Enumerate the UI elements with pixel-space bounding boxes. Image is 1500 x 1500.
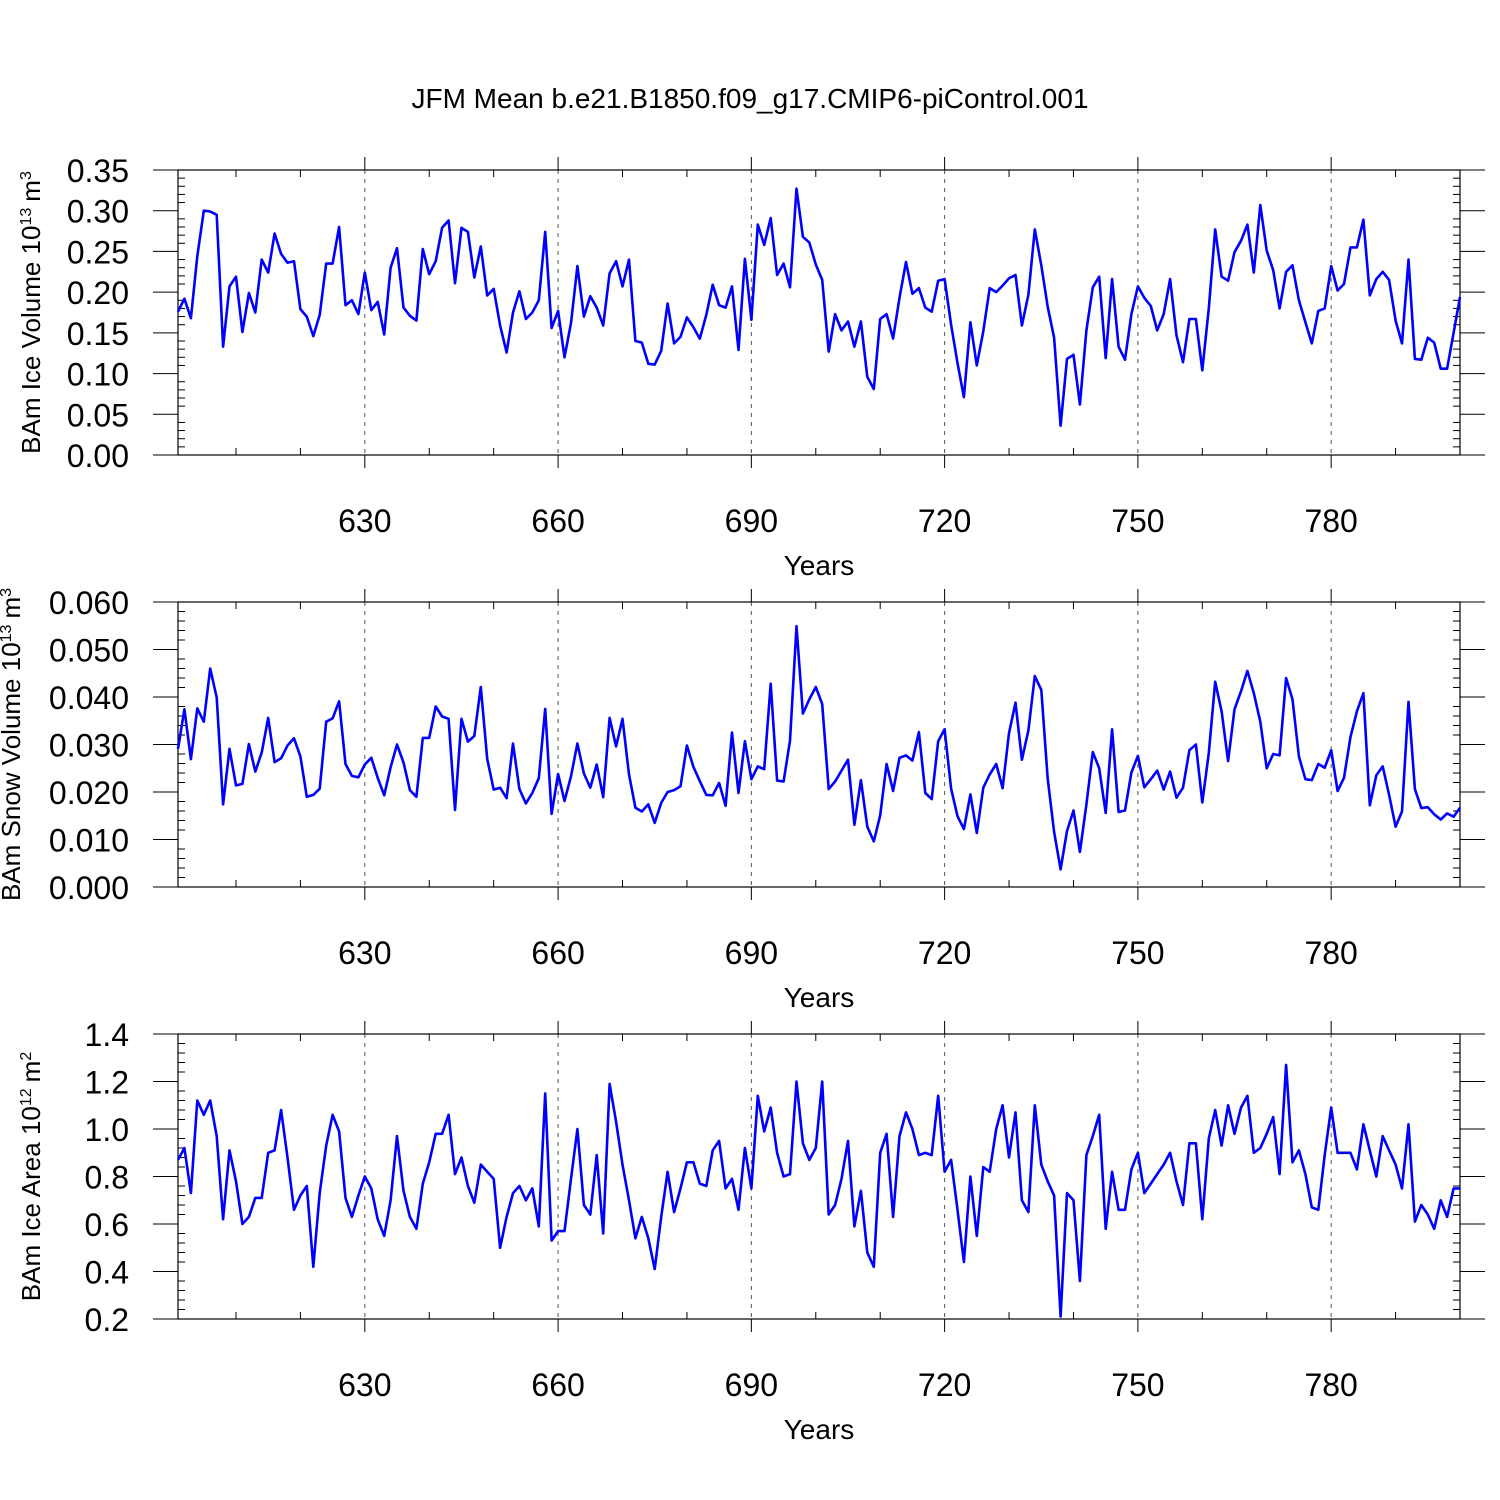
y-tick-label: 0.20 [67, 275, 129, 311]
data-series-line [176, 187, 1462, 428]
x-tick-label: 720 [918, 935, 971, 971]
y-tick-label: 0.10 [67, 357, 129, 393]
x-tick-label: 660 [531, 1367, 584, 1403]
y-tick-label: 1.4 [85, 1017, 129, 1053]
y-tick-label: 1.0 [85, 1112, 129, 1148]
y-label-text: BAm Ice Volume 10 [16, 226, 46, 454]
x-tick-label: 780 [1304, 1367, 1357, 1403]
y-axis-label: BAm Snow Volume 1013 m3 [0, 588, 26, 901]
x-tick-label: 750 [1111, 1367, 1164, 1403]
y-label-unit-exponent: 3 [18, 171, 35, 180]
x-tick-label: 630 [338, 503, 391, 539]
y-tick-label: 0.00 [67, 438, 129, 474]
x-tick-label: 720 [918, 1367, 971, 1403]
y-tick-label: 0.15 [67, 316, 129, 352]
y-label-unit: m [16, 180, 46, 202]
y-label-unit: m [16, 1061, 46, 1083]
x-tick-label: 630 [338, 935, 391, 971]
y-tick-label: 0.35 [67, 153, 129, 189]
y-label-unit-exponent: 2 [18, 1052, 35, 1061]
y-tick-label: 1.2 [85, 1065, 129, 1101]
plot-frame [177, 1033, 1461, 1320]
y-axis-label: BAm Ice Volume 1013 m3 [16, 171, 46, 454]
x-tick-label: 780 [1304, 503, 1357, 539]
y-label-exponent: 12 [18, 1088, 35, 1106]
x-tick-label: 690 [725, 503, 778, 539]
data-series-line [176, 1063, 1460, 1318]
chart-panel-1: 630 660 690 720 750 780 0.00 0.05 0.10 0.15 0.20 0.… [16, 153, 1485, 581]
x-tick-label: 690 [725, 935, 778, 971]
plot-frame [177, 169, 1461, 456]
x-axis-label: Years [784, 550, 855, 581]
y-tick-label: 0.020 [49, 775, 129, 811]
x-axis-label: Years [784, 1414, 855, 1445]
y-tick-label: 0.010 [49, 823, 129, 859]
y-label-exponent: 13 [18, 208, 35, 226]
chart-title: JFM Mean b.e21.B1850.f09_g17.CMIP6-piCon… [411, 83, 1088, 114]
x-tick-label: 720 [918, 503, 971, 539]
y-tick-label: 0.30 [67, 194, 129, 230]
y-tick-label: 0.050 [49, 633, 129, 669]
y-label-text: BAm Snow Volume 10 [0, 642, 26, 901]
y-label-text: BAm Ice Area 10 [16, 1106, 46, 1301]
y-label-unit-exponent: 3 [0, 588, 15, 597]
x-tick-label: 660 [531, 935, 584, 971]
y-tick-label: 0.8 [85, 1160, 129, 1196]
x-tick-label: 630 [338, 1367, 391, 1403]
y-tick-label: 0.040 [49, 680, 129, 716]
y-label-exponent: 13 [0, 624, 15, 642]
y-tick-label: 0.25 [67, 234, 129, 270]
y-axis-label: BAm Ice Area 1012 m2 [16, 1052, 46, 1302]
x-tick-label: 750 [1111, 503, 1164, 539]
chart-panel-2: 630 660 690 720 750 780 0.000 0.010 0.020 0.030 0.… [0, 585, 1485, 1013]
x-tick-label: 660 [531, 503, 584, 539]
x-axis-label: Years [784, 982, 855, 1013]
x-tick-label: 690 [725, 1367, 778, 1403]
y-tick-label: 0.000 [49, 870, 129, 906]
y-tick-label: 0.05 [67, 397, 129, 433]
data-series-line [176, 624, 1462, 871]
y-tick-label: 0.4 [85, 1255, 129, 1291]
chart-panel-3: 630 660 690 720 750 780 0.2 0.4 0.6 0.8 1.0 1.2 1.4 Y… [16, 1017, 1485, 1445]
x-tick-label: 780 [1304, 935, 1357, 971]
plot-frame [177, 601, 1461, 888]
y-tick-label: 0.6 [85, 1207, 129, 1243]
y-tick-label: 0.2 [85, 1302, 129, 1338]
x-tick-label: 750 [1111, 935, 1164, 971]
y-tick-label: 0.030 [49, 728, 129, 764]
y-label-unit: m [0, 597, 26, 619]
y-tick-label: 0.060 [49, 585, 129, 621]
